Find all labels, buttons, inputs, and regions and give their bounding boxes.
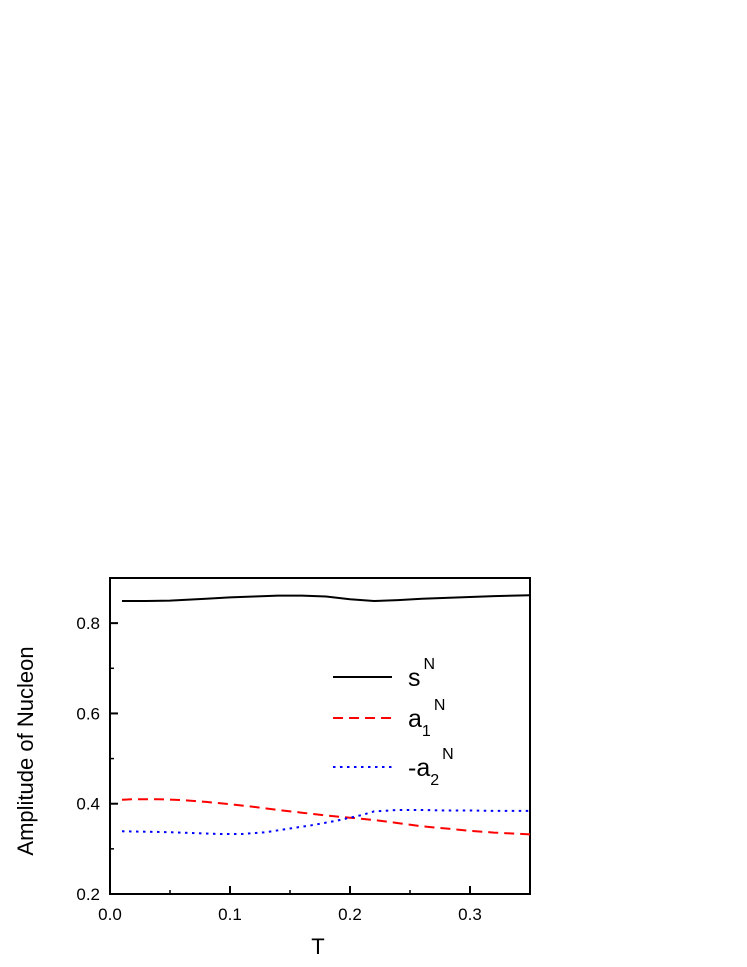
series-line-3 xyxy=(121,809,530,835)
y-tick-label: 0.2 xyxy=(76,885,100,904)
x-tick-label: 0.1 xyxy=(218,905,242,924)
y-tick-label: 0.4 xyxy=(76,795,100,814)
series-line-2 xyxy=(121,798,531,836)
y-tick-label: 0.6 xyxy=(76,704,100,723)
axis-ticks xyxy=(109,577,471,895)
axis-tick-labels: 0.0 0.1 0.2 0.3 0.2 0.4 0.6 0.8 xyxy=(76,614,481,924)
x-tick-label: 0.3 xyxy=(458,905,482,924)
legend-label-3: -a2N xyxy=(408,746,454,789)
y-tick-label: 0.8 xyxy=(76,614,100,633)
x-axis-title: T xyxy=(311,934,324,959)
series-lines xyxy=(121,594,531,836)
legend: s N a1N -a2N xyxy=(333,656,454,789)
series-line-1 xyxy=(122,594,531,603)
legend-label-2: a1N xyxy=(408,697,445,740)
x-tick-label: 0.2 xyxy=(338,905,362,924)
plot-frame xyxy=(109,577,531,895)
x-tick-label: 0.0 xyxy=(98,905,122,924)
y-axis-title: Amplitude of Nucleon xyxy=(13,646,38,855)
